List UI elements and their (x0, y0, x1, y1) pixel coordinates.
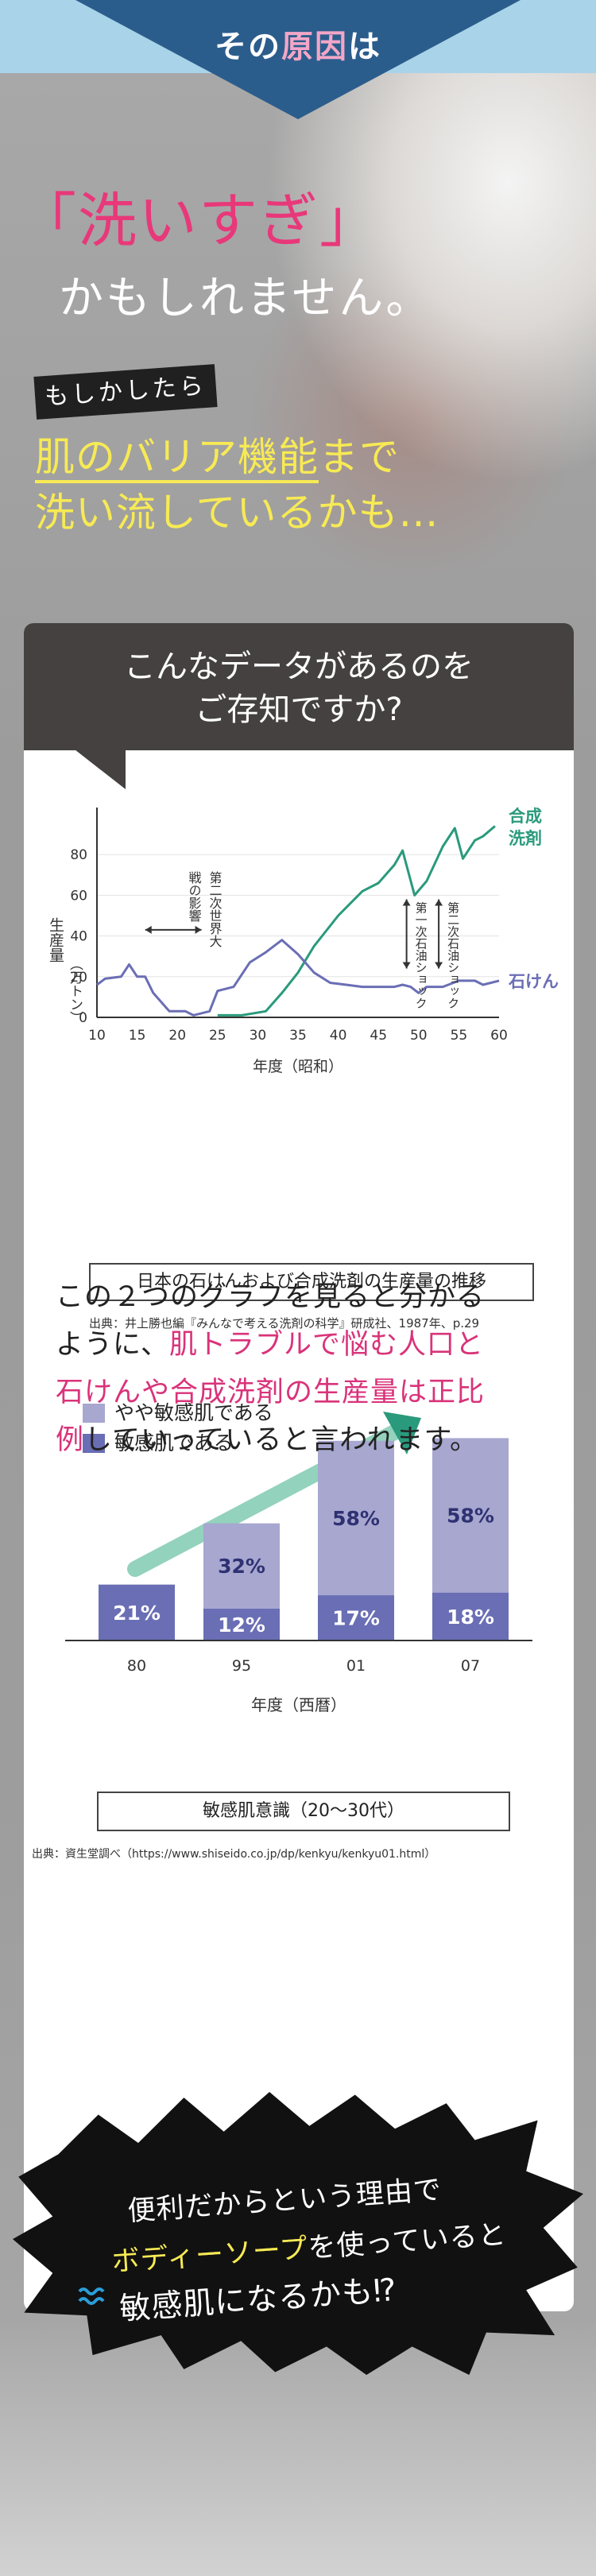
category-label-95: 95 (232, 1657, 251, 1675)
value-label-dark-07: 18% (447, 1606, 494, 1629)
category-label-80: 80 (127, 1657, 146, 1675)
annotation-oil2: 第二次石油ショック (446, 901, 460, 1009)
value-label-light-01: 58% (332, 1507, 380, 1530)
barrier-message: 肌のバリア機能まで (35, 425, 400, 483)
legend-swatch-dark (83, 1434, 105, 1453)
series-line-1 (96, 939, 500, 1017)
annotation-oil1: 第一次石油ショック (414, 901, 428, 1009)
production-line-chart: 0 20 40 60 80 10 15 20 25 30 35 40 45 50 55 60 生産量（万トン） 年… (47, 807, 559, 1075)
series-label-synthetic-2: 洗剤 (509, 829, 542, 848)
bar-dark-01 (318, 1595, 394, 1641)
chart1-caption: 日本の石けんおよび合成洗剤の生産量の推移 (89, 1263, 534, 1301)
x-tick-label: 50 (410, 1028, 428, 1044)
banner-title-prefix: その (215, 29, 281, 65)
y-tick-label: 40 (70, 929, 87, 945)
chart1-source: 出典：井上勝也編『みんなで考える洗剤の科学』研成社、1987年、p.29 (89, 1316, 480, 1331)
bar-dark-80 (99, 1584, 175, 1641)
y-axis-unit: （万トン） (67, 957, 83, 1025)
annotation-war: 第二次世界大 (207, 871, 223, 947)
bar-dark-07 (432, 1592, 509, 1641)
banner-title-suffix: は (348, 29, 381, 65)
war-arrow-heads (145, 925, 202, 934)
speech-notch (75, 750, 126, 789)
conclusion-part3: していっていると言われます。 (84, 1424, 478, 1456)
y-tick-label: 0 (79, 1010, 87, 1026)
conclusion-part1: この２つのグラフを見ると分かるように、 (56, 1281, 486, 1361)
x-tick-label: 15 (129, 1028, 146, 1044)
wavy-mark-icon (78, 2287, 105, 2305)
x-tick-label: 35 (289, 1028, 307, 1044)
x-tick-label: 55 (451, 1028, 468, 1044)
y-tick-label: 60 (70, 888, 87, 904)
warning-burst (13, 2092, 583, 2375)
value-label-light-95: 32% (218, 1555, 265, 1578)
y-tick-label: 80 (70, 847, 87, 863)
value-label-dark-01: 17% (332, 1607, 380, 1630)
barrier-underlined: 肌のバリア機能 (35, 434, 319, 483)
bar-dark-95 (203, 1608, 280, 1641)
bar-light-01 (318, 1440, 394, 1596)
banner-title: その原因は (0, 21, 596, 67)
banner-title-accent: 原因 (281, 29, 348, 65)
y-axis-label: 生産量 (47, 917, 64, 963)
card-title-line2: ご存知ですか? (195, 691, 403, 728)
bar-light-07 (432, 1438, 509, 1593)
x-axis-label: 年度（西暦） (251, 1695, 346, 1714)
y-tick-label: 20 (70, 970, 87, 986)
card-title-line1: こんなデータがあるのを (124, 649, 474, 685)
data-card: こんなデータがあるのを ご存知ですか? 0 20 40 60 80 10 15 20 25 30 3… (24, 623, 574, 2311)
value-label-dark-80: 21% (113, 1602, 161, 1625)
x-tick-label: 30 (250, 1028, 267, 1044)
hero-subline: かもしれません。 (59, 273, 433, 324)
series-label-soap: 石けん (508, 972, 559, 991)
bar-light-95 (203, 1523, 280, 1609)
x-tick-label: 45 (370, 1028, 387, 1044)
series-line-0 (217, 825, 496, 1017)
category-label-07: 07 (461, 1657, 480, 1675)
chart2-source: 出典：資生堂調べ（https://www.shiseido.co.jp/dp/k… (32, 1848, 436, 1861)
value-label-light-07: 58% (447, 1505, 494, 1528)
series-label-synthetic: 合成 (509, 807, 542, 826)
x-tick-label: 60 (490, 1028, 508, 1044)
barrier-rest: まで (319, 434, 400, 480)
legend-swatch-light (83, 1404, 105, 1423)
maybe-tag: もしかしたら (33, 364, 218, 420)
hero-headline: 「洗いすぎ」 (17, 187, 380, 255)
annotation-war-2: 戦の影響 (187, 871, 202, 922)
card-title: こんなデータがあるのを ご存知ですか? (24, 645, 574, 731)
chart2-caption: 敏感肌意識（20〜30代） (97, 1792, 510, 1831)
x-tick-label: 40 (330, 1028, 347, 1044)
value-label-dark-95: 12% (218, 1613, 265, 1637)
legend-label-light: やや敏感肌である (114, 1401, 273, 1424)
category-label-01: 01 (346, 1657, 366, 1675)
x-axis-label: 年度（昭和） (253, 1058, 343, 1075)
card-header: こんなデータがあるのを ご存知ですか? (24, 623, 574, 750)
washed-away-message: 洗い流しているかも… (35, 490, 439, 536)
conclusion-highlight: 肌トラブルで悩む人口と石けんや合成洗剤の生産量は正比例 (56, 1329, 486, 1456)
x-tick-label: 20 (168, 1028, 186, 1044)
conclusion-text: この２つのグラフを見ると分かるように、肌トラブルで悩む人口と石けんや合成洗剤の生… (56, 1273, 509, 1464)
trend-arrow-head (383, 1412, 421, 1455)
x-tick-label: 10 (88, 1028, 106, 1044)
legend-label-dark: 敏感肌である (114, 1431, 234, 1455)
x-tick-label: 25 (209, 1028, 226, 1044)
